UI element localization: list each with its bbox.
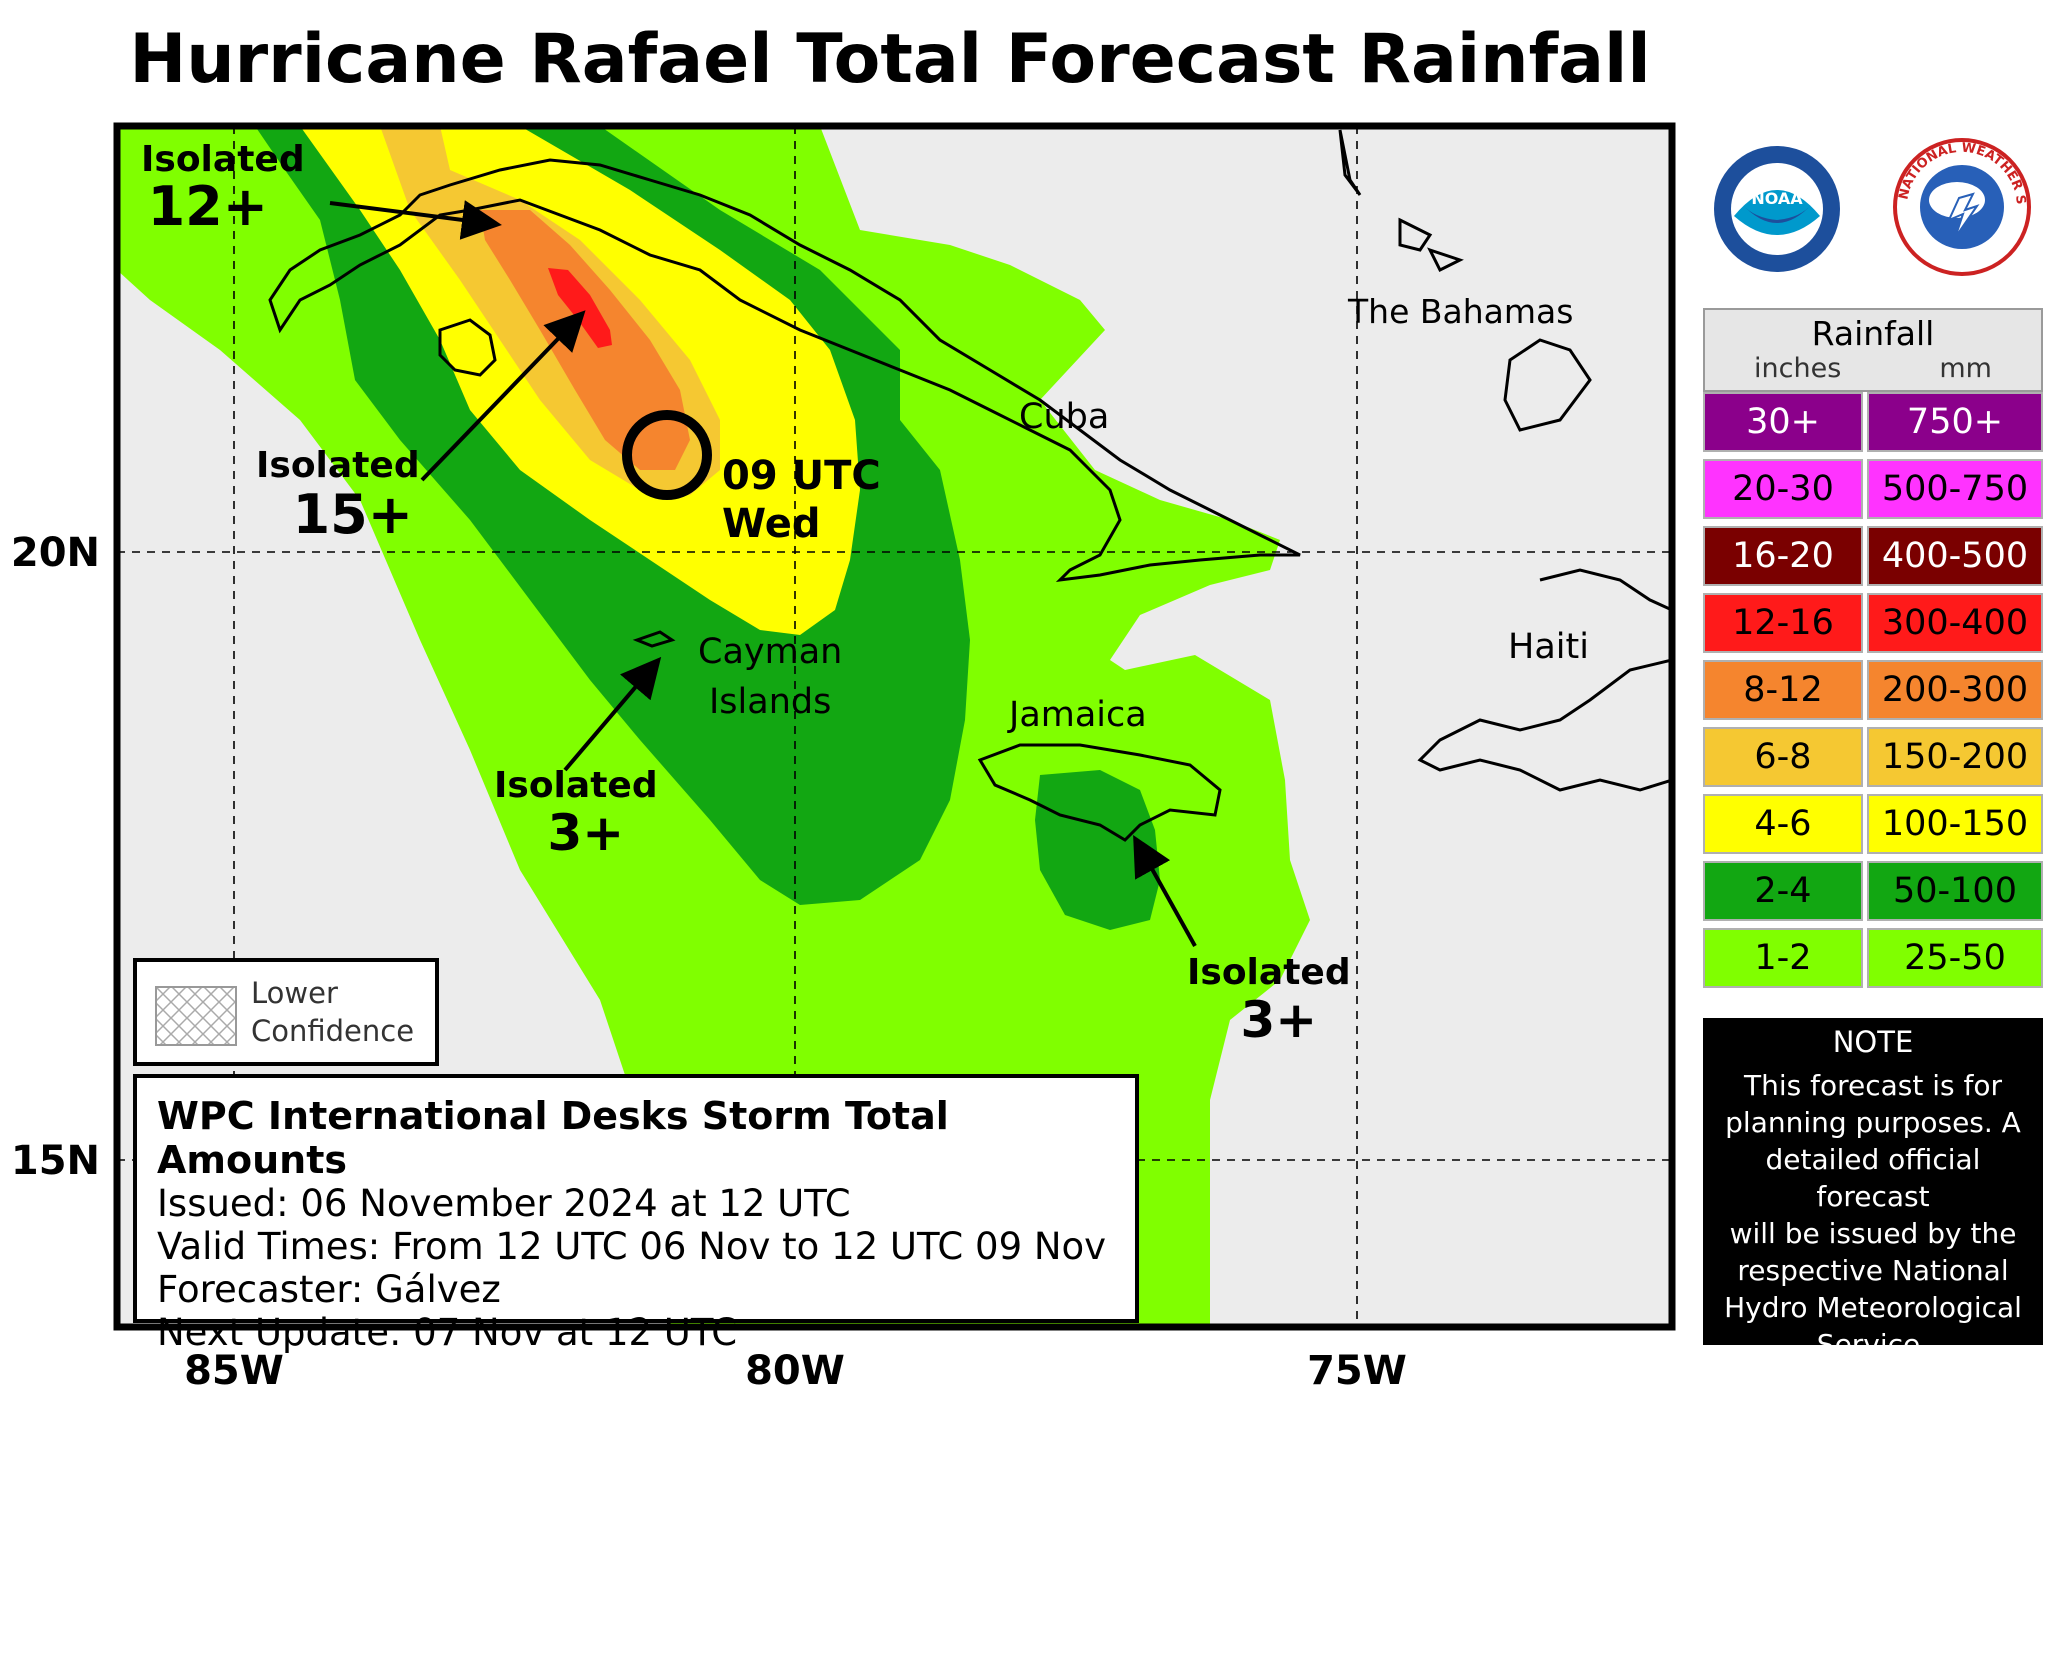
annotation-arrows (329, 200, 1197, 947)
legend-mm-cell: 100-150 (1867, 794, 2043, 854)
cuba-coastline (268, 158, 1301, 583)
annotation-word: Isolated (141, 139, 305, 180)
rain-zone-2-4-jamaica (1035, 770, 1160, 930)
info-next-update: Next Update: 07 Nov at 12 UTC (157, 1311, 738, 1354)
label-cayman-line2: Islands (708, 682, 832, 722)
legend-inches-cell: 16-20 (1703, 526, 1863, 586)
noaa-logo-text: NOAA (1751, 189, 1803, 208)
nws-logo-icon: NATIONAL WEATHER SERVICE (1893, 138, 2031, 276)
rain-zone-12-16 (548, 268, 612, 348)
label-jamaica: Jamaica (1009, 695, 1147, 735)
annotation-amount: 15+ (292, 483, 413, 546)
label-bahamas: The Bahamas (1348, 292, 1574, 331)
annotation-isolated-12: Isolated 12+ (141, 140, 305, 234)
note-line: Service. (1816, 1328, 1930, 1361)
info-heading: WPC International Desks Storm Total Amou… (157, 1094, 949, 1182)
lon-label-75w: 75W (1307, 1348, 1407, 1394)
annotation-isolated-3-jamaica: Isolated 3+ (1187, 952, 1351, 1049)
map-title: Hurricane Rafael Total Forecast Rainfall (129, 20, 1651, 99)
legend-header: Rainfall inches mm (1703, 308, 2043, 392)
storm-position-marker (622, 410, 712, 500)
legend-inches-cell: 1-2 (1703, 928, 1863, 988)
legend-inches-cell: 2-4 (1703, 861, 1863, 921)
map-frame (113, 122, 1676, 1331)
label-cayman-line1: Cayman (698, 632, 843, 672)
note-box: NOTE This forecast is for planning purpo… (1703, 1018, 2043, 1361)
lon-label-80w: 80W (745, 1348, 845, 1394)
hatch-swatch-icon (155, 986, 237, 1046)
rain-zone-6-8-patch (380, 126, 440, 168)
annotation-amount: 12+ (147, 175, 268, 238)
isla-de-la-juventud (438, 318, 497, 377)
legend-inches-cell: 20-30 (1703, 459, 1863, 519)
lower-confidence-line1: Lower (251, 976, 338, 1010)
lower-confidence-line2: Confidence (251, 1014, 415, 1048)
legend-inches-cell: 30+ (1703, 392, 1863, 452)
noaa-logo-icon: NOAA (1714, 146, 1840, 272)
annotation-amount: 3+ (547, 804, 625, 862)
legend-unit-inches: inches (1754, 353, 1842, 384)
coastlines (268, 129, 1672, 842)
legend-mm-cell: 200-300 (1867, 660, 2043, 720)
legend-unit-mm: mm (1939, 353, 1992, 384)
jamaica-coastline (977, 743, 1222, 842)
legend-inches-cell: 4-6 (1703, 794, 1863, 854)
hispaniola-coastline (1417, 568, 1672, 792)
label-cayman: Cayman Islands (698, 627, 842, 727)
legend-mm-cell: 25-50 (1867, 928, 2043, 988)
storm-time-line2: Wed (722, 501, 821, 547)
lower-confidence-text: Lower Confidence (251, 974, 414, 1050)
legend-inches-cell: 12-16 (1703, 593, 1863, 653)
annotation-word: Isolated (1187, 952, 1351, 993)
legend-mm-cell: 300-400 (1867, 593, 2043, 653)
note-line: This forecast is for (1743, 1069, 2002, 1102)
note-heading: NOTE (1832, 1025, 1914, 1059)
annotation-word: Isolated (494, 765, 658, 806)
storm-time-line1: 09 UTC (722, 453, 881, 499)
label-cuba: Cuba (1019, 397, 1110, 437)
lat-label-20n: 20N (10, 530, 100, 576)
info-valid-times: Valid Times: From 12 UTC 06 Nov to 12 UT… (157, 1225, 1107, 1268)
annotation-amount: 3+ (1240, 991, 1318, 1049)
note-line: will be issued by the (1729, 1217, 2017, 1250)
legend-inches-cell: 8-12 (1703, 660, 1863, 720)
legend-inches-cell: 6-8 (1703, 727, 1863, 787)
lat-label-15n: 15N (10, 1138, 100, 1184)
annotation-word: Isolated (256, 445, 420, 486)
legend-mm-cell: 500-750 (1867, 459, 2043, 519)
legend-mm-cell: 400-500 (1867, 526, 2043, 586)
annotation-isolated-15: Isolated 15+ (256, 446, 420, 544)
legend-mm-cell: 750+ (1867, 392, 2043, 452)
storm-time-label: 09 UTC Wed (722, 452, 881, 548)
legend-mm-cell: 50-100 (1867, 861, 2043, 921)
info-issued: Issued: 06 November 2024 at 12 UTC (157, 1182, 851, 1225)
note-line: detailed official forecast (1765, 1143, 1981, 1213)
note-line: Hydro Meteorological (1724, 1291, 2022, 1324)
note-line: respective National (1737, 1254, 2009, 1287)
forecast-info-box: WPC International Desks Storm Total Amou… (133, 1074, 1139, 1354)
cayman-coastline (632, 630, 676, 648)
note-line: planning purposes. A (1725, 1106, 2021, 1139)
lon-label-85w: 85W (184, 1348, 284, 1394)
legend-units: inches mm (1705, 353, 2041, 384)
label-haiti: Haiti (1508, 627, 1589, 667)
info-forecaster: Forecaster: Gálvez (157, 1268, 501, 1311)
note-body: This forecast is for planning purposes. … (1703, 1061, 2043, 1363)
legend-mm-cell: 150-200 (1867, 727, 2043, 787)
annotation-isolated-3-cayman: Isolated 3+ (494, 765, 658, 862)
legend-title: Rainfall (1811, 314, 1935, 353)
bahamas-coastline (1338, 129, 1592, 432)
lower-confidence-box: Lower Confidence (133, 958, 439, 1066)
